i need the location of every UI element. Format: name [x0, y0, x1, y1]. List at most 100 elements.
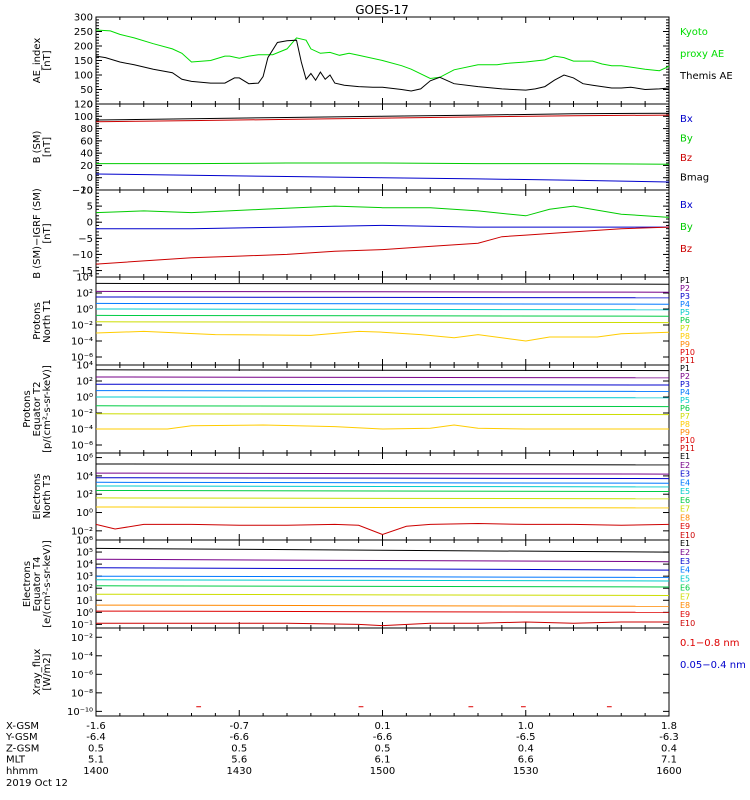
series-line	[96, 162, 670, 165]
x-tick-label: 0.4	[518, 743, 534, 754]
y-tick-label: 100	[74, 71, 93, 82]
series-line	[95, 593, 670, 596]
legend-entry: E6	[680, 583, 690, 592]
panel-frame	[95, 627, 670, 717]
series-line	[95, 477, 670, 480]
legend-entry: Bx	[680, 114, 693, 125]
x-tick-label: 1530	[513, 766, 538, 777]
x-tick-label: 1.0	[518, 721, 534, 732]
series-line	[95, 396, 670, 399]
series-line	[95, 522, 670, 536]
legend-entry: 0.05−0.4 nm	[680, 660, 746, 671]
y-axis-label: Electrons	[32, 473, 43, 519]
legend-entry: P1	[680, 276, 690, 285]
series-line	[95, 321, 670, 324]
x-tick-label: -6.6	[229, 732, 249, 743]
legend-entry: P9	[680, 340, 690, 349]
y-axis-label: [nT]	[42, 137, 53, 157]
panel-p_t2: 10⁴ 10² 10⁰ 10⁻² 10⁻⁴ 10⁻⁶ Protons Equator T2 [p…	[22, 361, 695, 454]
y-tick-label: 20	[80, 161, 93, 172]
y-axis-label: [nT]	[42, 223, 53, 243]
legend-entry: E5	[680, 575, 690, 584]
series-line	[95, 112, 670, 121]
x-tick-label: 0.5	[375, 743, 391, 754]
x-tick-label: 1400	[83, 766, 108, 777]
legend-entry: P8	[680, 420, 690, 429]
y-axis-label: North T3	[42, 475, 53, 519]
legend-entry: Themis AE	[679, 71, 733, 82]
legend-entry: E1	[680, 452, 690, 461]
series-line	[95, 308, 670, 311]
panel-xray: 10⁻² 10⁻⁴ 10⁻⁶ 10⁻⁸ 10⁻¹⁰ Xray_flux [W/m2] 0.1−…	[32, 627, 746, 718]
y-tick-label: 10⁵	[76, 548, 93, 559]
series-line	[95, 610, 670, 613]
legend-entry: E3	[680, 557, 690, 566]
legend-entry: E4	[680, 566, 690, 575]
series-line	[95, 205, 670, 218]
y-tick-label: 10⁰	[76, 608, 93, 619]
legend-entry: E7	[680, 505, 690, 514]
legend-entry: E9	[680, 610, 690, 619]
y-tick-label: 10⁻⁴	[71, 425, 93, 436]
y-axis-label: AE_index	[32, 38, 43, 84]
y-tick-label: 10²	[76, 289, 93, 300]
x-tick-label: -6.5	[516, 732, 536, 743]
legend-entry: P1	[680, 364, 690, 373]
legend-entry: P11	[680, 356, 695, 365]
y-tick-label: 10⁻⁴	[71, 337, 93, 348]
y-axis-label: [W/m2]	[42, 653, 53, 690]
y-axis-label: [e/(cm²-s-sr-keV)]	[42, 540, 53, 628]
series-line	[95, 330, 670, 342]
y-tick-label: 10⁻²	[71, 321, 93, 332]
y-tick-label: 10⁻²	[71, 409, 93, 420]
series-line	[96, 224, 669, 230]
y-tick-label: 10⁰	[76, 305, 93, 316]
legend-entry: P2	[680, 284, 690, 293]
y-axis-label: Protons	[22, 390, 33, 427]
x-tick-label: 1430	[227, 766, 252, 777]
y-tick-label: −15	[72, 266, 93, 277]
x-tick-label: 7.1	[661, 755, 677, 766]
legend-entry: P3	[680, 292, 690, 301]
legend-entry: P10	[680, 436, 695, 445]
series-line	[95, 481, 670, 484]
legend-entry: E8	[680, 513, 690, 522]
y-tick-label: 250	[74, 27, 93, 38]
legend-entry: P5	[680, 308, 690, 317]
y-tick-label: 10⁻⁸	[71, 688, 93, 699]
legend-entry: Bx	[680, 200, 693, 211]
x-row-label: Z-GSM	[6, 743, 39, 754]
series-line	[95, 485, 670, 488]
series-line	[95, 173, 670, 183]
series-line	[96, 424, 669, 430]
series-line	[95, 604, 670, 607]
panel-p_t1: 10⁴ 10² 10⁰ 10⁻² 10⁻⁴ 10⁻⁶ Protons North T1 P1P2…	[32, 273, 695, 366]
series-line	[95, 290, 670, 293]
x-tick-label: -6.6	[373, 732, 393, 743]
y-tick-label: 5	[87, 202, 93, 213]
legend-entry: E8	[680, 601, 690, 610]
y-tick-label: 10²	[76, 490, 93, 501]
x-tick-label: 6.6	[518, 755, 534, 766]
y-tick-label: 40	[80, 149, 93, 160]
y-tick-label: 10⁴	[76, 361, 93, 372]
chart-title: GOES-17	[355, 3, 409, 17]
y-tick-label: 0	[87, 100, 93, 111]
legend-entry: P2	[680, 372, 690, 381]
legend-entry: E2	[680, 461, 690, 470]
y-tick-label: 10³	[76, 572, 93, 583]
series-line	[95, 369, 670, 372]
y-axis-label: Equator T4	[32, 557, 43, 612]
x-tick-label: 0.5	[88, 743, 104, 754]
y-axis-label: Electrons	[22, 561, 33, 607]
series-line	[95, 472, 670, 475]
series-line	[95, 39, 670, 92]
y-axis-label: B (SM)−IGRF (SM)	[32, 188, 43, 279]
series-line	[95, 114, 670, 123]
series-line	[95, 497, 670, 500]
panel-frame	[95, 276, 670, 366]
legend-entry: P6	[680, 404, 690, 413]
y-axis-label: B (SM)	[32, 130, 43, 163]
